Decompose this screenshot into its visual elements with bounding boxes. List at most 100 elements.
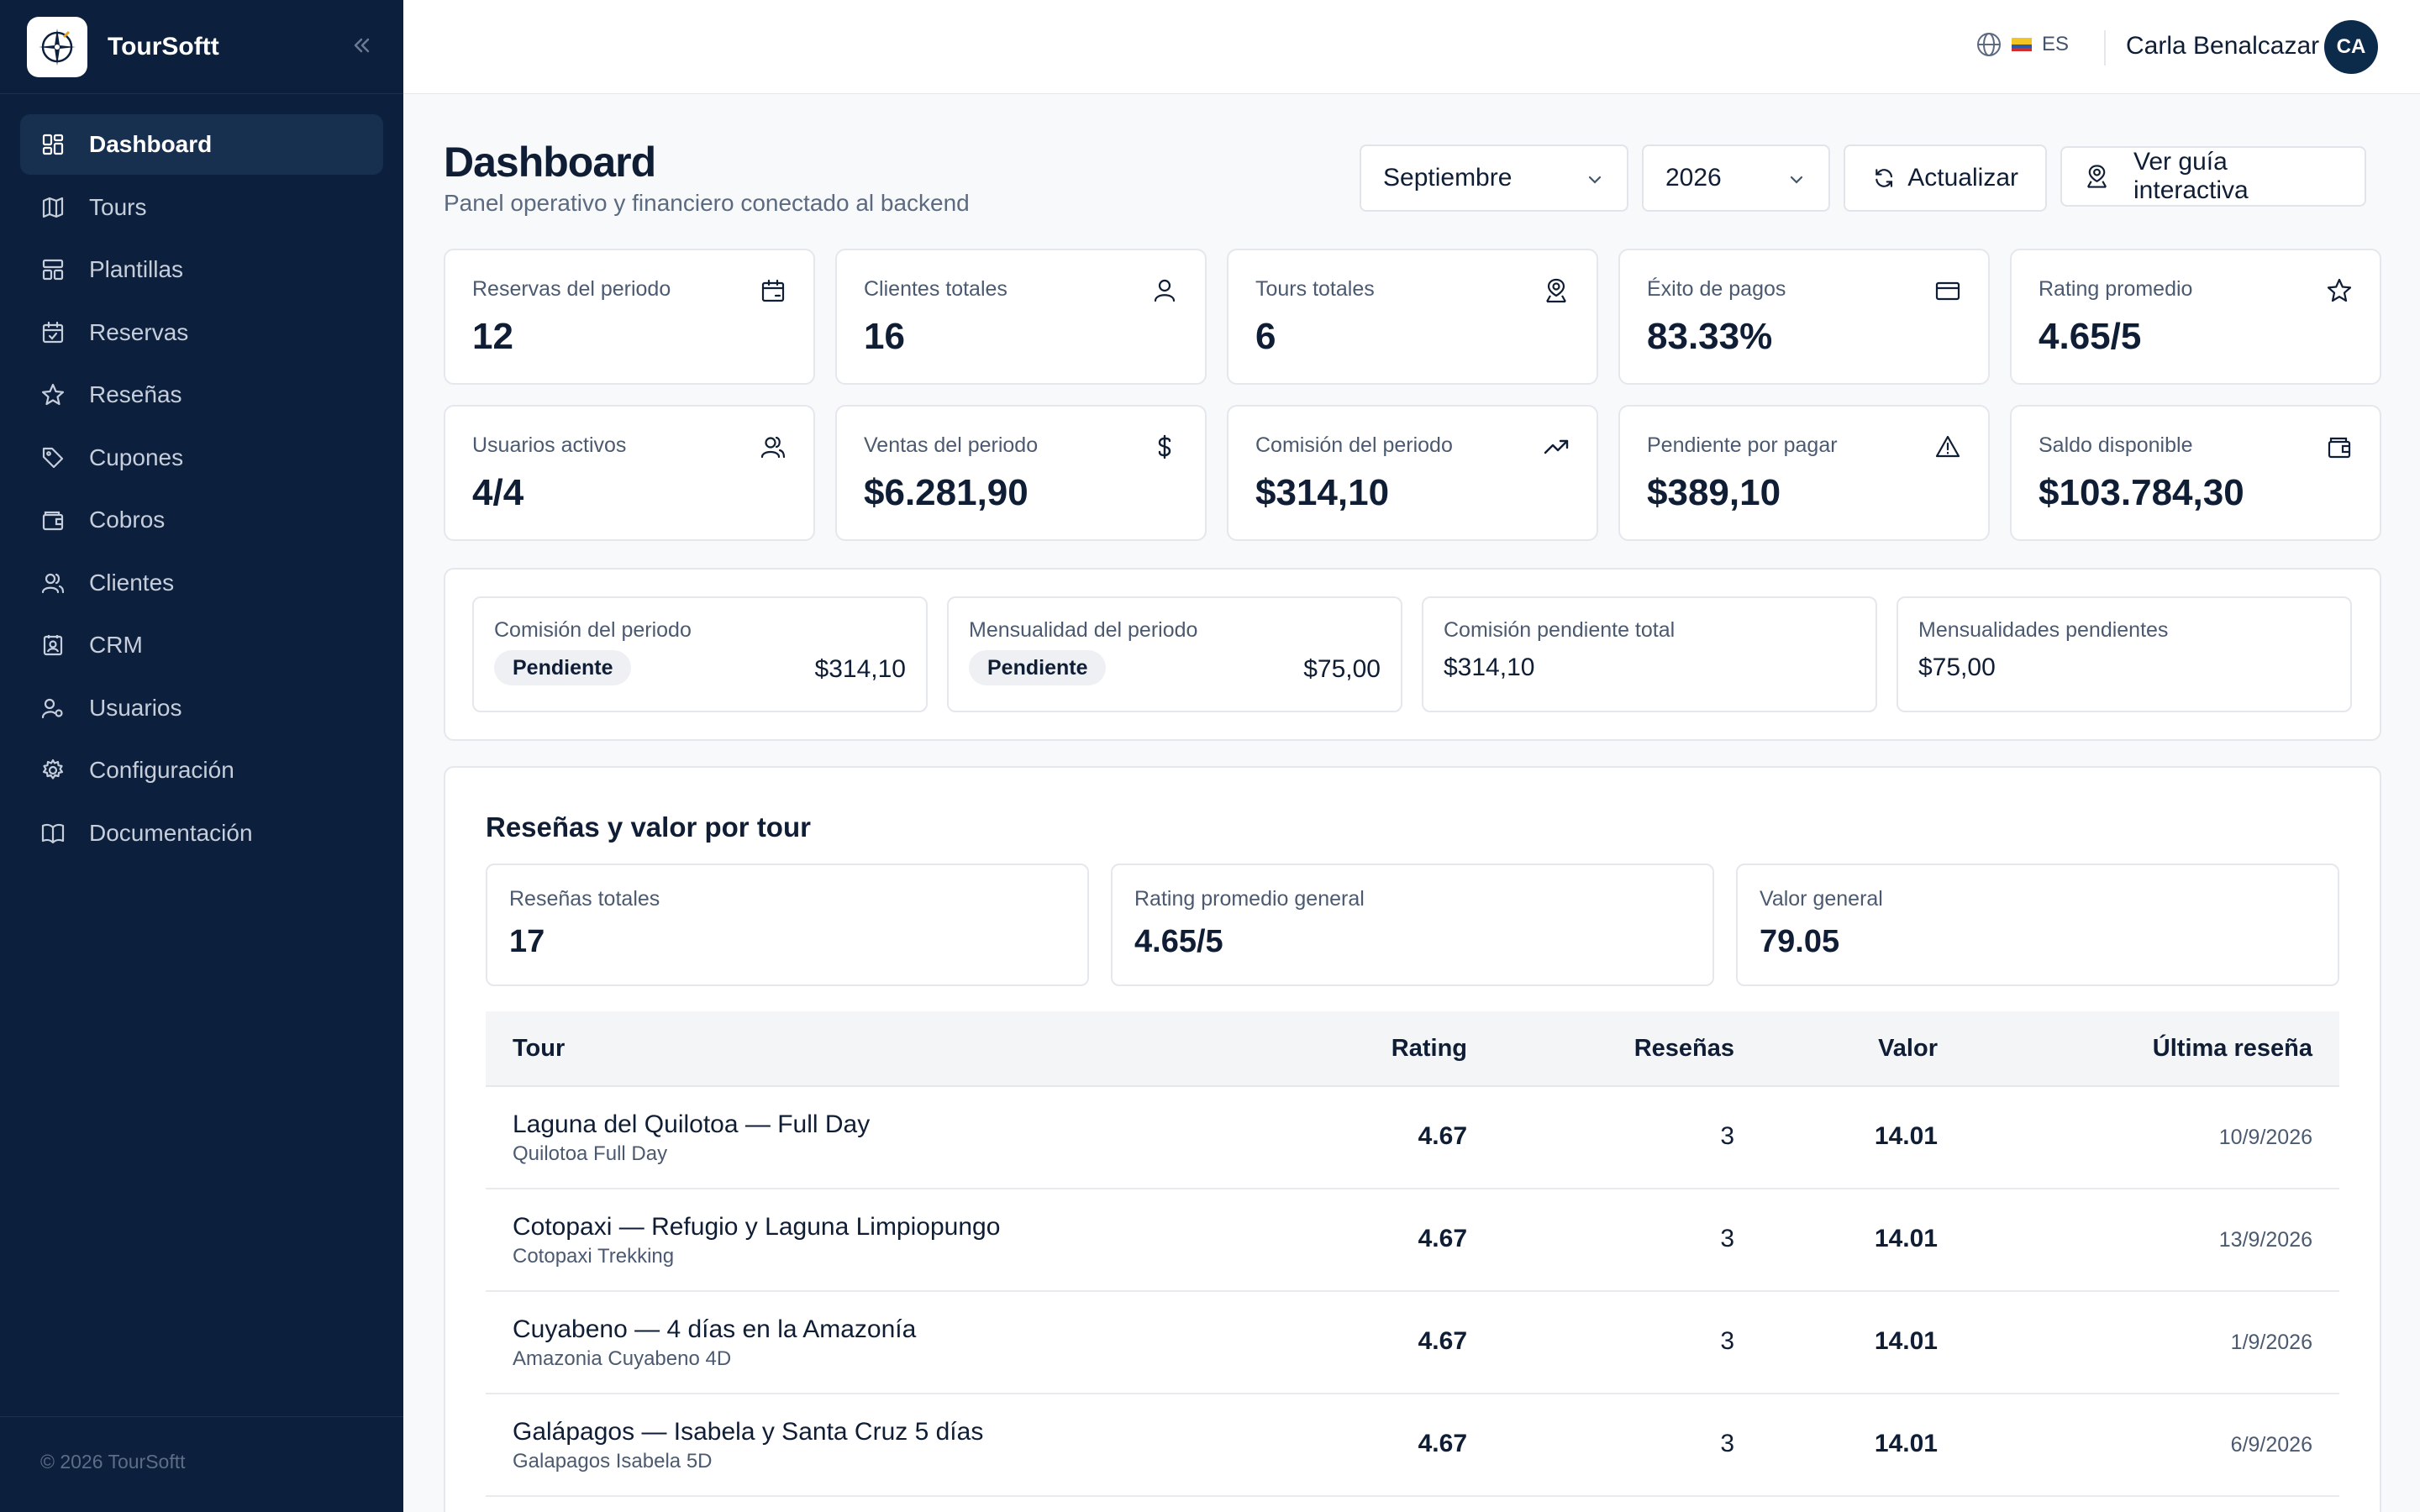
billing-label: Mensualidad del periodo: [969, 618, 1198, 642]
stat-value: 12: [472, 316, 513, 357]
wallet-icon: [42, 511, 64, 531]
users-icon: [41, 573, 65, 593]
sidebar-item-cupones[interactable]: Cupones: [20, 428, 383, 488]
sidebar-item-clientes[interactable]: Clientes: [20, 553, 383, 613]
year-select-value: 2026: [1665, 164, 1722, 192]
sidebar-footer: © 2026 TourSoftt: [0, 1416, 403, 1512]
tour-last-review: 10/9/2026: [2218, 1126, 2312, 1149]
calendar-icon: [761, 279, 785, 302]
year-select[interactable]: 2026: [1642, 144, 1830, 212]
stat-label: Usuarios activos: [472, 433, 627, 457]
brand-logo[interactable]: [27, 16, 87, 77]
interactive-guide-label: Ver guía interactiva: [2133, 148, 2249, 204]
stat-value: 4/4: [472, 472, 524, 513]
stat-label: Tours totales: [1255, 277, 1375, 301]
status-badge: Pendiente: [969, 650, 1107, 685]
status-badge: Pendiente: [494, 650, 632, 685]
sidebar-item-configuracion[interactable]: Configuración: [20, 740, 383, 801]
stat-value: $389,10: [1647, 472, 1781, 513]
sidebar-item-usuarios[interactable]: Usuarios: [20, 678, 383, 738]
sidebar-item-dashboard[interactable]: Dashboard: [20, 114, 383, 175]
billing-value: $75,00: [1918, 654, 1996, 681]
column-header-resenas[interactable]: Reseñas: [1634, 1035, 1734, 1062]
tour-last-review: 1/9/2026: [2230, 1331, 2312, 1354]
sidebar-item-crm[interactable]: CRM: [20, 615, 383, 675]
sidebar-item-cobros[interactable]: Cobros: [20, 490, 383, 550]
brand: TourSoftt: [0, 0, 403, 94]
sidebar-item-label: Cupones: [89, 444, 184, 470]
summary-value: 4.65/5: [1134, 924, 1223, 959]
refresh-button-label: Actualizar: [1907, 164, 2018, 192]
tour-name: Laguna del Quilotoa — Full Day: [513, 1110, 871, 1138]
month-select-value: Septiembre: [1383, 164, 1512, 192]
page-title: Dashboard: [444, 139, 656, 186]
tour-name: Cotopaxi — Refugio y Laguna Limpiopungo: [513, 1213, 1001, 1241]
user-icon: [1154, 279, 1176, 302]
column-header-ultima-resena[interactable]: Última reseña: [2152, 1035, 2312, 1062]
summary-label: Rating promedio general: [1134, 887, 1365, 911]
column-header-tour[interactable]: Tour: [513, 1035, 566, 1062]
refresh-button[interactable]: Actualizar: [1844, 144, 2047, 212]
stat-value: 16: [864, 316, 905, 357]
stat-card-reservas: Reservas del periodo 12: [444, 249, 815, 385]
sidebar-item-label: Plantillas: [89, 256, 184, 282]
sidebar-item-label: Tours: [89, 193, 147, 220]
summary-label: Reseñas totales: [509, 887, 660, 911]
stat-label: Ventas del periodo: [864, 433, 1039, 457]
interactive-guide-button[interactable]: Ver guía interactiva: [2060, 146, 2366, 207]
sidebar-item-label: Reservas: [89, 318, 189, 345]
billing-label: Comisión pendiente total: [1444, 618, 1676, 642]
column-header-valor[interactable]: Valor: [1878, 1035, 1938, 1062]
chevron-down-icon: [1790, 176, 1803, 184]
map-icon: [42, 197, 64, 218]
stat-label: Éxito de pagos: [1647, 277, 1786, 301]
summary-value: 17: [509, 924, 545, 959]
map-pin-user-icon: [2086, 165, 2107, 188]
table-row[interactable]: Cuyabeno — 4 días en la Amazonía Amazoni…: [486, 1292, 2339, 1394]
stat-card-pendiente: Pendiente por pagar $389,10: [1618, 405, 1990, 541]
users-icon: [760, 436, 786, 459]
stat-value: 6: [1255, 316, 1276, 357]
table-row[interactable]: Cotopaxi — Refugio y Laguna Limpiopungo …: [486, 1189, 2339, 1292]
stat-card-exito-pagos: Éxito de pagos 83.33%: [1618, 249, 1990, 385]
table-row[interactable]: Laguna del Quilotoa — Full Day Quilotoa …: [486, 1087, 2339, 1189]
star-icon: [41, 383, 65, 406]
gear-icon: [42, 759, 64, 780]
stat-value: $6.281,90: [864, 472, 1028, 513]
tour-value: 14.01: [1874, 1327, 1938, 1355]
user-name[interactable]: Carla Benalcazar: [2126, 32, 2320, 60]
summary-value: 79.05: [1760, 924, 1840, 959]
map-pin-icon: [1546, 278, 1566, 303]
avatar[interactable]: CA: [2324, 20, 2378, 74]
tour-template: Amazonia Cuyabeno 4D: [513, 1347, 732, 1370]
table-row[interactable]: Galápagos — Isabela y Santa Cruz 5 días …: [486, 1394, 2339, 1497]
sidebar-item-tours[interactable]: Tours: [20, 177, 383, 238]
language-selector[interactable]: ES: [1975, 30, 2069, 59]
table-header: Tour Rating Reseñas Valor Última reseña: [486, 1011, 2339, 1087]
billing-panel: Comisión del periodo Pendiente $314,10 M…: [444, 568, 2381, 741]
stat-value: $314,10: [1255, 472, 1390, 513]
compass-logo-icon: [39, 28, 76, 66]
tour-rating: 4.67: [1418, 1327, 1467, 1355]
tour-review-count: 3: [1720, 1430, 1734, 1457]
sidebar-item-plantillas[interactable]: Plantillas: [20, 239, 383, 300]
column-header-rating[interactable]: Rating: [1391, 1035, 1467, 1062]
sidebar-item-resenas[interactable]: Reseñas: [20, 365, 383, 425]
tour-rating: 4.67: [1418, 1122, 1467, 1150]
wallet-icon: [2328, 437, 2351, 459]
stat-card-clientes: Clientes totales 16: [835, 249, 1207, 385]
stat-label: Saldo disponible: [2039, 433, 2193, 457]
flag-icon: [2012, 38, 2032, 51]
month-select[interactable]: Septiembre: [1360, 144, 1628, 212]
topbar-divider: [2104, 30, 2106, 66]
collapse-sidebar-icon[interactable]: [348, 32, 375, 59]
sidebar-item-documentacion[interactable]: Documentación: [20, 803, 383, 864]
tour-template: Galapagos Isabela 5D: [513, 1450, 713, 1473]
sidebar-item-label: CRM: [89, 632, 143, 658]
billing-value: $314,10: [814, 655, 906, 683]
stat-card-usuarios: Usuarios activos 4/4: [444, 405, 815, 541]
tour-last-review: 6/9/2026: [2230, 1433, 2312, 1457]
billing-value: $75,00: [1303, 655, 1381, 683]
stat-value: $103.784,30: [2039, 472, 2244, 513]
sidebar-item-reservas[interactable]: Reservas: [20, 302, 383, 363]
